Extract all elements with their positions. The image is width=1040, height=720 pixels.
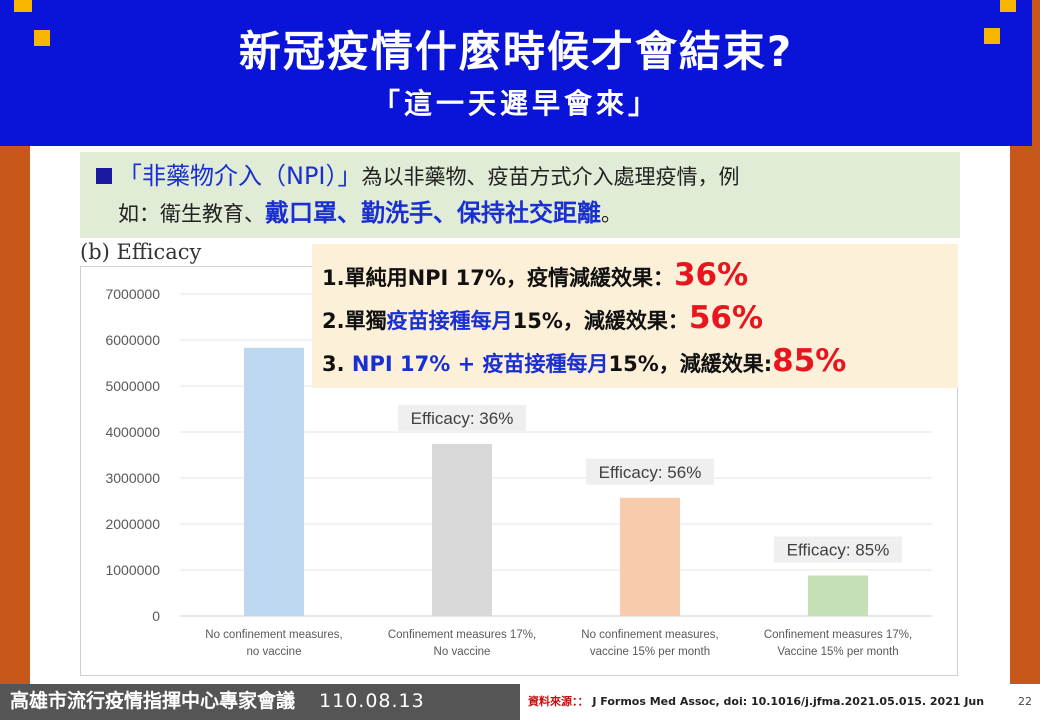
data-annotation: Efficacy: 56% [599,463,702,482]
slide-title: 新冠疫情什麼時候才會結束? [238,27,794,76]
x-tick-label: Confinement measures 17%, [388,629,536,641]
x-tick-label: No confinement measures, [205,629,342,641]
y-tick-label: 0 [152,608,160,624]
annotation-background [586,458,714,485]
result-text: 15%，減緩效果： [512,309,689,333]
result-highlight: NPI 17% + [351,352,483,376]
annotation-background [398,404,526,431]
bar [808,575,868,616]
decor-square [34,30,50,46]
npi-line1-text: 為以非藥物、疫苗方式介入處理疫情，例 [361,165,740,189]
y-tick-label: 2000000 [105,516,160,532]
footer-date: 110.08.13 [319,690,425,712]
result-value: 56% [688,300,764,336]
footer-org: 高雄市流行疫情指揮中心專家會議 [10,690,296,712]
npi-line2-end: 。 [601,202,622,226]
efficacy-bar-chart: 0 1000000 2000000 3000000 4000000 5000000 6000… [105,286,932,658]
result-value: 36% [673,257,749,293]
decor-square [1000,0,1016,12]
npi-measures: 戴口罩、勤洗手、保持社交距離 [265,199,601,227]
chart-title: (b) Efficacy [80,240,202,264]
npi-line-1: 「非藥物介入（NPI）」為以非藥物、疫苗方式介入處理疫情，例 [96,158,950,195]
annotation-background [774,536,902,563]
y-tick-label: 6000000 [105,332,160,348]
x-tick-label: Vaccine 15% per month [777,646,898,658]
page-number: 22 [1018,695,1032,708]
footer-meeting: 高雄市流行疫情指揮中心專家會議 110.08.13 [0,684,520,720]
data-annotation: Efficacy: 36% [411,409,514,428]
bar [620,497,680,616]
x-tick-label: No confinement measures, [581,629,718,641]
bar [244,347,304,616]
title-banner: 新冠疫情什麼時候才會結束? 「這一天遲早會來」 [0,0,1032,146]
slide-subtitle: 「這一天遲早會來」 [371,87,660,120]
bar [432,443,492,616]
source-label: 資料來源：： [528,695,589,708]
result-text: 單純用NPI 17%，疫情減緩效果： [344,266,674,290]
result-number: 2. [322,309,345,333]
x-tick-label: No vaccine [434,646,491,658]
x-tick-label: no vaccine [247,646,302,658]
footer-source: 資料來源：： J Formos Med Assoc, doi: 10.1016/… [520,684,1040,720]
y-tick-label: 5000000 [105,378,160,394]
result-highlight: 疫苗接種每月 [386,309,513,333]
result-line-2: 2.單獨疫苗接種每月15%，減緩效果：56% [322,297,958,340]
npi-line-2: 如：衛生教育、戴口罩、勤洗手、保持社交距離。 [96,195,950,232]
npi-definition-box: 「非藥物介入（NPI）」為以非藥物、疫苗方式介入處理疫情，例 如：衛生教育、戴口… [80,152,960,238]
y-tick-label: 4000000 [105,424,160,440]
data-annotation: Efficacy: 85% [787,541,890,560]
decor-square [14,0,32,12]
result-text: 15%，減緩效果: [608,352,773,376]
x-tick-label: Confinement measures 17%, [764,629,912,641]
result-number: 1. [322,266,345,290]
result-highlight: 疫苗接種每月 [482,352,609,376]
y-tick-label: 1000000 [105,562,160,578]
source-citation: J Formos Med Assoc, doi: 10.1016/j.jfma.… [592,695,985,708]
y-tick-label: 7000000 [105,286,160,302]
npi-term: 「非藥物介入（NPI）」 [118,162,362,190]
results-box: 1.單純用NPI 17%，疫情減緩效果：36% 2.單獨疫苗接種每月15%，減緩… [312,244,958,388]
result-value: 85% [772,343,847,379]
result-line-1: 1.單純用NPI 17%，疫情減緩效果：36% [322,254,958,297]
bullet-square-icon [96,168,112,184]
result-line-3: 3. NPI 17% + 疫苗接種每月15%，減緩效果:85% [322,340,958,383]
result-text: 單獨 [344,309,387,333]
result-number: 3. [322,352,352,376]
npi-line2-prefix: 如：衛生教育、 [118,202,265,226]
decor-square [984,28,1000,44]
y-tick-label: 3000000 [105,470,160,486]
x-tick-label: vaccine 15% per month [590,646,710,658]
